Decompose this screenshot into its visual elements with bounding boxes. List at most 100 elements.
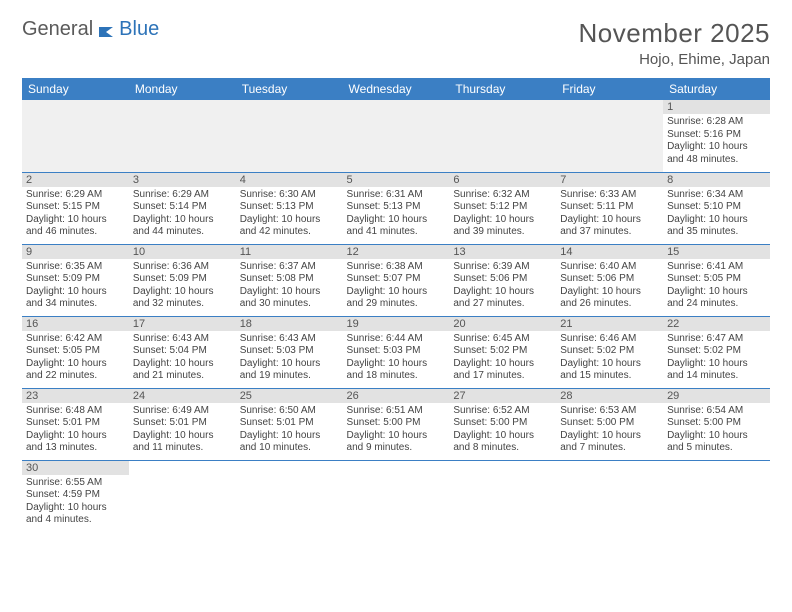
day-info: Sunrise: 6:54 AMSunset: 5:00 PMDaylight:… — [667, 405, 766, 455]
calendar-cell-empty — [343, 460, 450, 532]
day-number: 16 — [22, 317, 129, 331]
calendar-cell: 1Sunrise: 6:28 AMSunset: 5:16 PMDaylight… — [663, 100, 770, 172]
day-info: Sunrise: 6:29 AMSunset: 5:15 PMDaylight:… — [26, 189, 125, 239]
day-number: 9 — [22, 245, 129, 259]
calendar-cell: 19 Sunrise: 6:44 AMSunset: 5:03 PMDayligh… — [343, 316, 450, 388]
day-info: Sunrise: 6:33 AMSunset: 5:11 PMDaylight:… — [560, 189, 659, 239]
day-number: 30 — [22, 461, 129, 475]
weekday-header: Saturday — [663, 78, 770, 100]
flag-icon — [98, 23, 116, 37]
calendar-cell-empty — [343, 100, 450, 172]
calendar-cell: 2Sunrise: 6:29 AMSunset: 5:15 PMDaylight… — [22, 172, 129, 244]
calendar-row: 1Sunrise: 6:28 AMSunset: 5:16 PMDaylight… — [22, 100, 770, 172]
calendar-cell-empty — [663, 460, 770, 532]
day-number: 28 — [556, 389, 663, 403]
calendar-cell: 25 Sunrise: 6:50 AMSunset: 5:01 PMDayligh… — [236, 388, 343, 460]
day-info: Sunrise: 6:39 AMSunset: 5:06 PMDaylight:… — [453, 261, 552, 311]
day-number: 27 — [449, 389, 556, 403]
calendar-header-row: SundayMondayTuesdayWednesdayThursdayFrid… — [22, 78, 770, 100]
weekday-header: Thursday — [449, 78, 556, 100]
day-number: 23 — [22, 389, 129, 403]
calendar-cell-empty — [236, 460, 343, 532]
day-number: 5 — [343, 173, 450, 187]
day-number: 4 — [236, 173, 343, 187]
day-info: Sunrise: 6:30 AMSunset: 5:13 PMDaylight:… — [240, 189, 339, 239]
day-number: 19 — [343, 317, 450, 331]
calendar-body: 1Sunrise: 6:28 AMSunset: 5:16 PMDaylight… — [22, 100, 770, 532]
calendar-cell: 11 Sunrise: 6:37 AMSunset: 5:08 PMDayligh… — [236, 244, 343, 316]
calendar-cell-empty — [556, 460, 663, 532]
day-number: 25 — [236, 389, 343, 403]
calendar-cell: 21 Sunrise: 6:46 AMSunset: 5:02 PMDayligh… — [556, 316, 663, 388]
day-number: 7 — [556, 173, 663, 187]
calendar-cell: 9Sunrise: 6:35 AMSunset: 5:09 PMDaylight… — [22, 244, 129, 316]
day-info: Sunrise: 6:48 AMSunset: 5:01 PMDaylight:… — [26, 405, 125, 455]
day-number: 10 — [129, 245, 236, 259]
day-number: 3 — [129, 173, 236, 187]
day-number: 11 — [236, 245, 343, 259]
weekday-header: Friday — [556, 78, 663, 100]
calendar-cell: 30Sunrise: 6:55 AMSunset: 4:59 PMDayligh… — [22, 460, 129, 532]
logo: General Blue — [22, 18, 159, 41]
day-number: 29 — [663, 389, 770, 403]
calendar-cell: 6 Sunrise: 6:32 AMSunset: 5:12 PMDaylight… — [449, 172, 556, 244]
day-number: 12 — [343, 245, 450, 259]
calendar-cell-empty — [556, 100, 663, 172]
day-info: Sunrise: 6:29 AMSunset: 5:14 PMDaylight:… — [133, 189, 232, 239]
calendar-cell: 17 Sunrise: 6:43 AMSunset: 5:04 PMDayligh… — [129, 316, 236, 388]
calendar-row: 9Sunrise: 6:35 AMSunset: 5:09 PMDaylight… — [22, 244, 770, 316]
day-number: 17 — [129, 317, 236, 331]
day-info: Sunrise: 6:37 AMSunset: 5:08 PMDaylight:… — [240, 261, 339, 311]
calendar-cell: 27 Sunrise: 6:52 AMSunset: 5:00 PMDayligh… — [449, 388, 556, 460]
weekday-header: Sunday — [22, 78, 129, 100]
day-info: Sunrise: 6:32 AMSunset: 5:12 PMDaylight:… — [453, 189, 552, 239]
header: General Blue November 2025 Hojo, Ehime, … — [22, 18, 770, 68]
calendar-cell: 23 Sunrise: 6:48 AMSunset: 5:01 PMDayligh… — [22, 388, 129, 460]
calendar-cell-empty — [449, 100, 556, 172]
day-info: Sunrise: 6:43 AMSunset: 5:03 PMDaylight:… — [240, 333, 339, 383]
day-info: Sunrise: 6:44 AMSunset: 5:03 PMDaylight:… — [347, 333, 446, 383]
day-info: Sunrise: 6:51 AMSunset: 5:00 PMDaylight:… — [347, 405, 446, 455]
logo-text-general: General — [22, 18, 93, 41]
weekday-header: Tuesday — [236, 78, 343, 100]
day-number: 21 — [556, 317, 663, 331]
day-number: 24 — [129, 389, 236, 403]
calendar-cell-empty — [236, 100, 343, 172]
day-number: 26 — [343, 389, 450, 403]
calendar-cell: 14 Sunrise: 6:40 AMSunset: 5:06 PMDayligh… — [556, 244, 663, 316]
calendar-cell: 16Sunrise: 6:42 AMSunset: 5:05 PMDayligh… — [22, 316, 129, 388]
calendar-cell: 10 Sunrise: 6:36 AMSunset: 5:09 PMDayligh… — [129, 244, 236, 316]
day-info: Sunrise: 6:31 AMSunset: 5:13 PMDaylight:… — [347, 189, 446, 239]
day-info: Sunrise: 6:53 AMSunset: 5:00 PMDaylight:… — [560, 405, 659, 455]
weekday-header: Wednesday — [343, 78, 450, 100]
day-number: 6 — [449, 173, 556, 187]
day-info: Sunrise: 6:45 AMSunset: 5:02 PMDaylight:… — [453, 333, 552, 383]
calendar-cell: 22Sunrise: 6:47 AMSunset: 5:02 PMDayligh… — [663, 316, 770, 388]
day-info: Sunrise: 6:46 AMSunset: 5:02 PMDaylight:… — [560, 333, 659, 383]
calendar-cell: 5 Sunrise: 6:31 AMSunset: 5:13 PMDaylight… — [343, 172, 450, 244]
calendar-cell-empty — [22, 100, 129, 172]
day-number: 20 — [449, 317, 556, 331]
day-info: Sunrise: 6:40 AMSunset: 5:06 PMDaylight:… — [560, 261, 659, 311]
calendar-cell: 7 Sunrise: 6:33 AMSunset: 5:11 PMDaylight… — [556, 172, 663, 244]
day-number: 22 — [663, 317, 770, 331]
day-info: Sunrise: 6:41 AMSunset: 5:05 PMDaylight:… — [667, 261, 766, 311]
calendar-cell-empty — [129, 100, 236, 172]
day-number: 18 — [236, 317, 343, 331]
day-number: 15 — [663, 245, 770, 259]
weekday-header: Monday — [129, 78, 236, 100]
location: Hojo, Ehime, Japan — [579, 51, 771, 68]
day-number: 14 — [556, 245, 663, 259]
calendar-cell: 24Sunrise: 6:49 AMSunset: 5:01 PMDayligh… — [129, 388, 236, 460]
day-number: 1 — [663, 100, 770, 114]
day-info: Sunrise: 6:36 AMSunset: 5:09 PMDaylight:… — [133, 261, 232, 311]
calendar-cell: 3 Sunrise: 6:29 AMSunset: 5:14 PMDaylight… — [129, 172, 236, 244]
day-number: 8 — [663, 173, 770, 187]
calendar-cell: 20 Sunrise: 6:45 AMSunset: 5:02 PMDayligh… — [449, 316, 556, 388]
calendar-cell: 8Sunrise: 6:34 AMSunset: 5:10 PMDaylight… — [663, 172, 770, 244]
calendar-cell: 13Sunrise: 6:39 AMSunset: 5:06 PMDayligh… — [449, 244, 556, 316]
day-info: Sunrise: 6:52 AMSunset: 5:00 PMDaylight:… — [453, 405, 552, 455]
calendar-cell-empty — [449, 460, 556, 532]
day-info: Sunrise: 6:43 AMSunset: 5:04 PMDaylight:… — [133, 333, 232, 383]
day-info: Sunrise: 6:50 AMSunset: 5:01 PMDaylight:… — [240, 405, 339, 455]
